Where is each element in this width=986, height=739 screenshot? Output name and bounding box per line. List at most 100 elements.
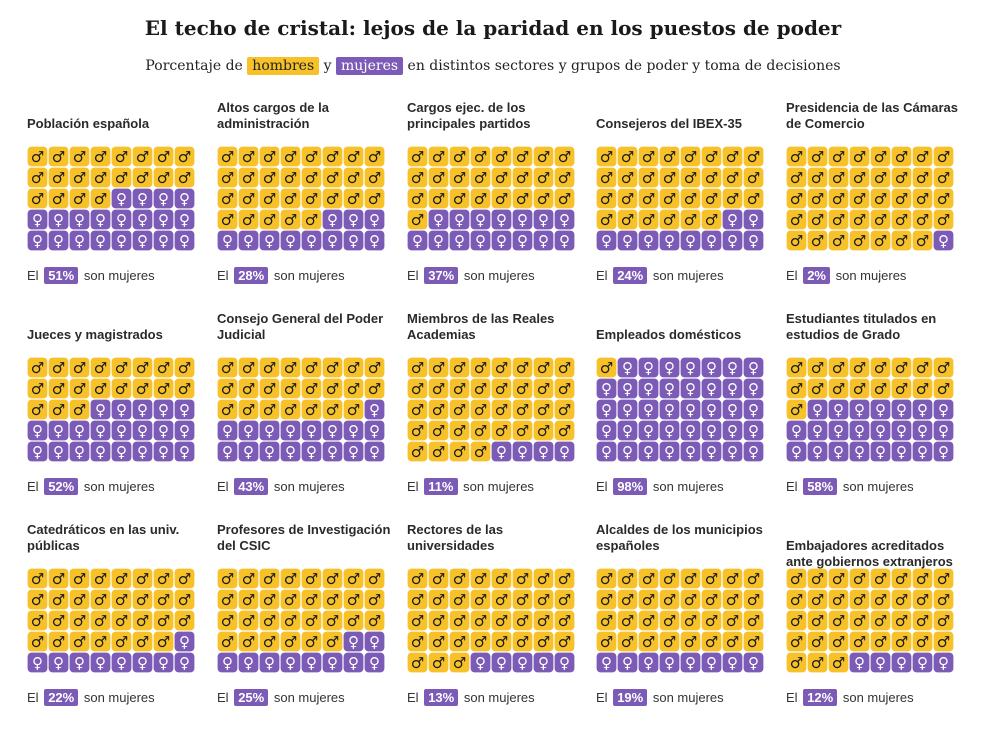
female-symbol-icon: ♀ xyxy=(238,652,259,673)
svg-text:♀: ♀ xyxy=(559,232,570,250)
svg-text:♂: ♂ xyxy=(411,654,424,672)
women-percentage-badge: 25% xyxy=(234,689,269,706)
svg-text:♀: ♀ xyxy=(116,422,127,440)
male-symbol-icon: ♂ xyxy=(259,146,280,167)
female-symbol-icon: ♀ xyxy=(449,209,470,230)
male-symbol-icon: ♂ xyxy=(449,441,470,462)
male-symbol-icon: ♂ xyxy=(343,610,364,631)
svg-text:♂: ♂ xyxy=(31,591,44,609)
male-symbol-icon: ♂ xyxy=(638,188,659,209)
waffle-grid: ♂ ♂ ♂ ♂ ♂ ♂ ♂ ♂ ♂ ♂ ♂ ♂ ♂ ♂ ♂ ♂ ♂ ♂ ♂ ♂ ♂ ♂ ♂ ♂ ♂ ♂ ♂ ♂ ♂ ♂ ♂ ♂ ♂ ♂ ♂ ♂ ♀ ♀ ♀ ♀ xyxy=(407,357,575,462)
male-symbol-icon: ♂ xyxy=(491,167,512,188)
svg-text:♂: ♂ xyxy=(621,570,634,588)
female-symbol-icon: ♀ xyxy=(364,631,385,652)
female-symbol-icon: ♀ xyxy=(69,230,90,251)
svg-text:♂: ♂ xyxy=(52,401,65,419)
male-symbol-icon: ♂ xyxy=(554,631,575,652)
svg-text:♂: ♂ xyxy=(221,633,234,651)
female-symbol-icon: ♀ xyxy=(48,652,69,673)
male-symbol-icon: ♂ xyxy=(48,146,69,167)
male-symbol-icon: ♂ xyxy=(533,610,554,631)
panel-caption: El 2% son mujeres xyxy=(786,267,906,284)
female-symbol-icon: ♀ xyxy=(722,357,743,378)
male-symbol-icon: ♂ xyxy=(891,378,912,399)
svg-text:♀: ♀ xyxy=(727,422,738,440)
svg-text:♀: ♀ xyxy=(748,359,759,377)
male-symbol-icon: ♂ xyxy=(259,399,280,420)
male-symbol-icon: ♂ xyxy=(343,357,364,378)
svg-text:♀: ♀ xyxy=(601,654,612,672)
male-symbol-icon: ♂ xyxy=(111,378,132,399)
svg-text:♀: ♀ xyxy=(348,422,359,440)
male-symbol-icon: ♂ xyxy=(48,378,69,399)
caption-prefix: El xyxy=(27,268,39,283)
caption-prefix: El xyxy=(596,268,608,283)
svg-text:♂: ♂ xyxy=(453,633,466,651)
male-symbol-icon: ♂ xyxy=(512,589,533,610)
svg-text:♂: ♂ xyxy=(726,190,739,208)
svg-text:♀: ♀ xyxy=(222,422,233,440)
female-symbol-icon: ♀ xyxy=(69,209,90,230)
waffle-panel: Profesores de Investigación del CSIC ♂ ♂ ♂ ♂… xyxy=(217,520,397,720)
svg-text:♂: ♂ xyxy=(937,612,950,630)
male-symbol-icon: ♂ xyxy=(470,357,491,378)
male-symbol-icon: ♂ xyxy=(891,167,912,188)
male-symbol-icon: ♂ xyxy=(322,399,343,420)
panel-caption: El 12% son mujeres xyxy=(786,689,914,706)
svg-text:♀: ♀ xyxy=(306,654,317,672)
svg-text:♀: ♀ xyxy=(179,654,190,672)
svg-text:♀: ♀ xyxy=(222,443,233,461)
svg-text:♀: ♀ xyxy=(685,380,696,398)
male-symbol-icon: ♂ xyxy=(470,610,491,631)
female-symbol-icon: ♀ xyxy=(933,441,954,462)
svg-text:♀: ♀ xyxy=(137,422,148,440)
svg-text:♂: ♂ xyxy=(811,211,824,229)
waffle-grid: ♂ ♂ ♂ ♂ ♂ ♂ ♂ ♂ ♂ ♂ ♂ ♂ ♂ ♂ ♂ ♂ ♂ ♂ ♂ ♂ ♀ ♀ ♀ ♀ ♀ ♀ ♀ ♀ ♀ ♀ ♀ ♀ ♀ ♀ ♀ ♀ ♀ ♀ ♀ ♀ xyxy=(27,146,195,251)
svg-text:♂: ♂ xyxy=(326,401,339,419)
svg-text:♀: ♀ xyxy=(74,211,85,229)
svg-text:♂: ♂ xyxy=(516,190,529,208)
male-symbol-icon: ♂ xyxy=(659,188,680,209)
female-symbol-icon: ♀ xyxy=(722,378,743,399)
svg-text:♀: ♀ xyxy=(32,232,43,250)
male-symbol-icon: ♂ xyxy=(259,209,280,230)
svg-text:♀: ♀ xyxy=(517,654,528,672)
svg-text:♀: ♀ xyxy=(264,443,275,461)
male-symbol-icon: ♂ xyxy=(512,357,533,378)
svg-text:♀: ♀ xyxy=(938,443,949,461)
female-symbol-icon: ♀ xyxy=(617,378,638,399)
svg-text:♀: ♀ xyxy=(685,359,696,377)
svg-text:♂: ♂ xyxy=(600,148,613,166)
caption-prefix: El xyxy=(407,268,419,283)
svg-text:♂: ♂ xyxy=(94,591,107,609)
svg-text:♂: ♂ xyxy=(916,190,929,208)
svg-text:♂: ♂ xyxy=(832,148,845,166)
male-symbol-icon: ♂ xyxy=(491,146,512,167)
male-symbol-icon: ♂ xyxy=(48,589,69,610)
svg-text:♀: ♀ xyxy=(791,443,802,461)
svg-text:♂: ♂ xyxy=(368,169,381,187)
male-symbol-icon: ♂ xyxy=(638,568,659,589)
svg-text:♀: ♀ xyxy=(748,380,759,398)
male-symbol-icon: ♂ xyxy=(132,568,153,589)
male-symbol-icon: ♂ xyxy=(512,399,533,420)
svg-text:♂: ♂ xyxy=(221,570,234,588)
svg-text:♂: ♂ xyxy=(432,148,445,166)
male-symbol-icon: ♂ xyxy=(322,589,343,610)
svg-text:♂: ♂ xyxy=(832,654,845,672)
svg-text:♀: ♀ xyxy=(496,211,507,229)
male-symbol-icon: ♂ xyxy=(48,357,69,378)
svg-text:♂: ♂ xyxy=(305,190,318,208)
svg-text:♀: ♀ xyxy=(538,232,549,250)
male-symbol-icon: ♂ xyxy=(90,167,111,188)
svg-text:♀: ♀ xyxy=(137,190,148,208)
male-symbol-icon: ♂ xyxy=(701,589,722,610)
male-symbol-icon: ♂ xyxy=(470,589,491,610)
female-symbol-icon: ♀ xyxy=(111,230,132,251)
panel-title: Cargos ejec. de los principales partidos xyxy=(407,100,531,131)
male-symbol-icon: ♂ xyxy=(343,568,364,589)
male-symbol-icon: ♂ xyxy=(786,399,807,420)
male-symbol-icon: ♂ xyxy=(533,420,554,441)
svg-text:♂: ♂ xyxy=(516,380,529,398)
svg-text:♀: ♀ xyxy=(158,654,169,672)
